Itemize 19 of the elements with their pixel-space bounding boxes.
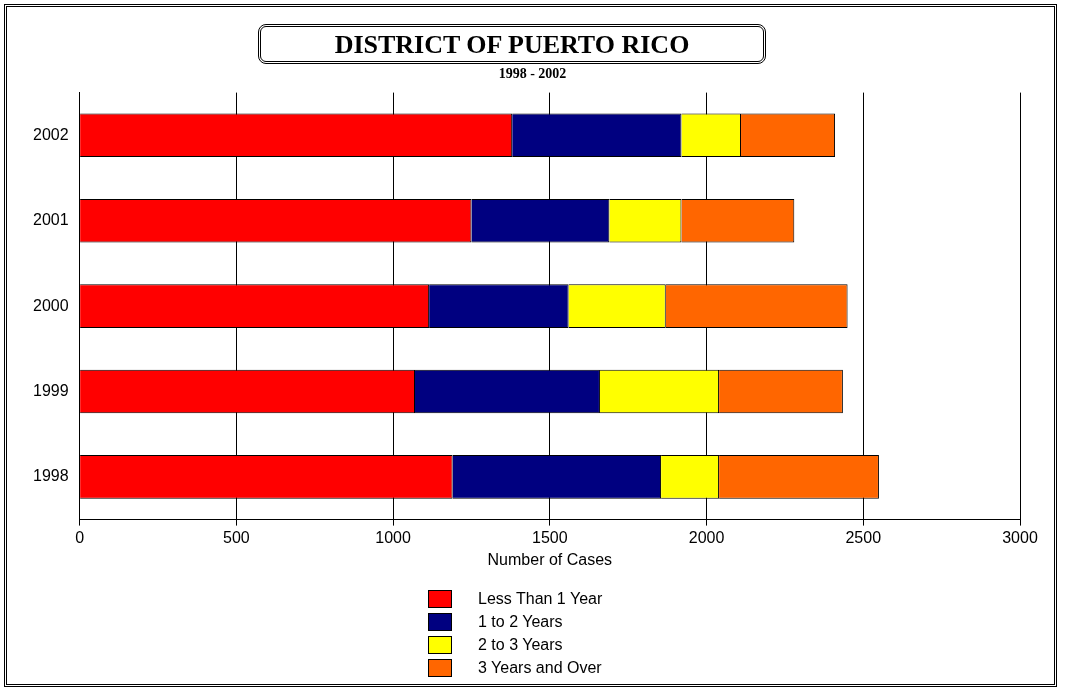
chart-subtitle: 1998 - 2002: [497, 66, 568, 82]
y-tick-label: 2000: [33, 296, 69, 314]
chart-title: DISTRICT OF PUERTO RICO: [258, 24, 766, 64]
x-axis-title: Number of Cases: [487, 550, 613, 568]
legend-label: Less Than 1 Year: [478, 589, 603, 608]
y-tick-label: 1998: [33, 467, 69, 485]
y-tick-label: 2002: [33, 125, 69, 143]
x-tick-label: 1500: [532, 528, 568, 546]
x-tick-label: 3000: [1002, 528, 1038, 546]
legend-label: 1 to 2 Years: [478, 612, 563, 631]
x-tick-label: 500: [222, 528, 250, 546]
y-tick-label: 1999: [33, 381, 69, 399]
x-tick-label: 2000: [688, 528, 725, 546]
x-tick-label: 2500: [845, 528, 882, 546]
legend-label: 3 Years and Over: [478, 658, 602, 677]
x-tick-label: 1000: [375, 528, 411, 546]
y-tick-label: 2001: [33, 211, 69, 229]
legend-label: 2 to 3 Years: [478, 635, 563, 654]
x-tick-label: 0: [75, 528, 85, 546]
